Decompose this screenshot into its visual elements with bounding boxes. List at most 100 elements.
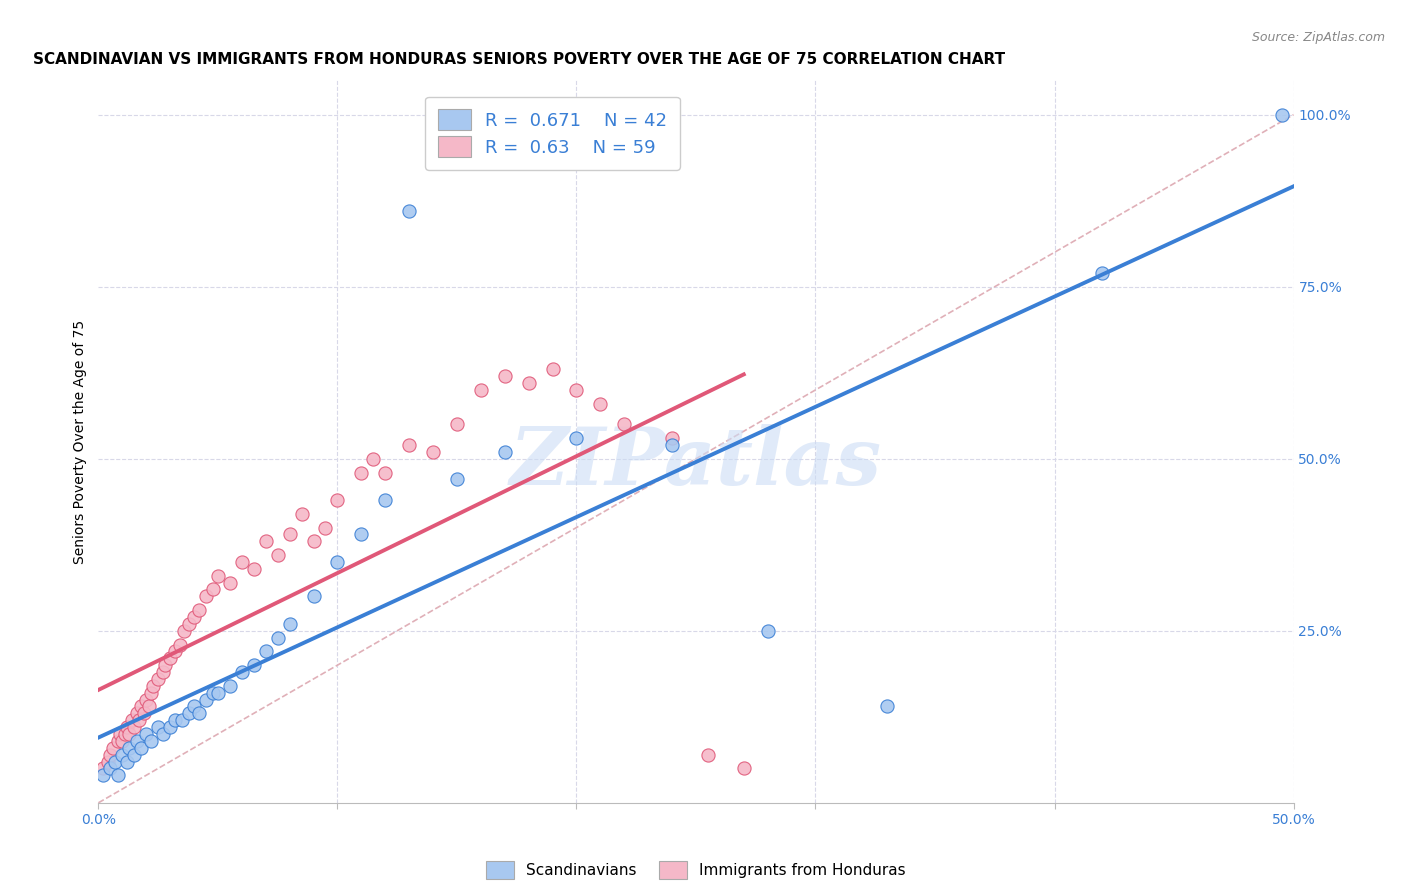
Point <box>876 699 898 714</box>
Point <box>231 665 253 679</box>
Point <box>108 727 131 741</box>
Point <box>183 610 205 624</box>
Point <box>179 616 201 631</box>
Point <box>115 720 138 734</box>
Point <box>118 740 141 755</box>
Point <box>697 747 720 762</box>
Point <box>541 362 564 376</box>
Point <box>195 590 218 604</box>
Point <box>111 747 134 762</box>
Point <box>243 562 266 576</box>
Point <box>135 692 157 706</box>
Point <box>315 520 337 534</box>
Point <box>733 761 755 775</box>
Point <box>125 706 148 721</box>
Text: Source: ZipAtlas.com: Source: ZipAtlas.com <box>1251 31 1385 45</box>
Point <box>470 383 492 397</box>
Point <box>219 679 242 693</box>
Legend: Scandinavians, Immigrants from Honduras: Scandinavians, Immigrants from Honduras <box>478 854 914 887</box>
Point <box>243 658 266 673</box>
Point <box>219 575 242 590</box>
Point <box>254 534 277 549</box>
Point <box>494 369 516 384</box>
Point <box>135 727 157 741</box>
Point <box>661 431 683 445</box>
Y-axis label: Seniors Poverty Over the Age of 75: Seniors Poverty Over the Age of 75 <box>73 319 87 564</box>
Point <box>138 699 160 714</box>
Point <box>148 672 170 686</box>
Point <box>91 768 114 782</box>
Point <box>374 466 396 480</box>
Point <box>278 527 301 541</box>
Point <box>398 204 420 219</box>
Point <box>121 713 143 727</box>
Point <box>278 616 301 631</box>
Point <box>517 376 540 390</box>
Point <box>565 383 588 397</box>
Point <box>114 727 136 741</box>
Text: SCANDINAVIAN VS IMMIGRANTS FROM HONDURAS SENIORS POVERTY OVER THE AGE OF 75 CORR: SCANDINAVIAN VS IMMIGRANTS FROM HONDURAS… <box>32 52 1005 67</box>
Point <box>152 665 174 679</box>
Point <box>131 740 153 755</box>
Point <box>101 740 124 755</box>
Point <box>565 431 588 445</box>
Point <box>661 438 683 452</box>
Point <box>326 493 349 508</box>
Point <box>363 451 385 466</box>
Point <box>1271 108 1294 122</box>
Point <box>202 582 225 597</box>
Point <box>422 445 444 459</box>
Point <box>159 720 181 734</box>
Point <box>494 445 516 459</box>
Point <box>267 631 290 645</box>
Point <box>104 755 127 769</box>
Point <box>124 720 146 734</box>
Point <box>132 706 155 721</box>
Point <box>169 638 191 652</box>
Point <box>179 706 201 721</box>
Point <box>172 713 194 727</box>
Point <box>207 568 229 582</box>
Point <box>398 438 420 452</box>
Text: ZIPatlas: ZIPatlas <box>510 425 882 502</box>
Point <box>302 534 325 549</box>
Point <box>107 768 129 782</box>
Point <box>1091 266 1114 280</box>
Point <box>183 699 205 714</box>
Point <box>195 692 218 706</box>
Point <box>111 734 134 748</box>
Point <box>118 727 141 741</box>
Point <box>291 507 314 521</box>
Point <box>98 761 122 775</box>
Point <box>231 555 253 569</box>
Point <box>756 624 779 638</box>
Point <box>374 493 396 508</box>
Point <box>91 761 114 775</box>
Point <box>163 644 186 658</box>
Point <box>97 755 120 769</box>
Point <box>187 603 209 617</box>
Point <box>202 686 225 700</box>
Point <box>128 713 150 727</box>
Point <box>139 734 162 748</box>
Point <box>326 555 349 569</box>
Point <box>267 548 290 562</box>
Point <box>131 699 153 714</box>
Point <box>115 755 138 769</box>
Point <box>350 466 373 480</box>
Point <box>350 527 373 541</box>
Point <box>142 679 165 693</box>
Point <box>155 658 177 673</box>
Point <box>124 747 146 762</box>
Point <box>613 417 636 432</box>
Point <box>125 734 148 748</box>
Point <box>173 624 195 638</box>
Point <box>152 727 174 741</box>
Point <box>187 706 209 721</box>
Point <box>98 747 122 762</box>
Point <box>207 686 229 700</box>
Point <box>302 590 325 604</box>
Point <box>107 734 129 748</box>
Point <box>589 397 612 411</box>
Point <box>148 720 170 734</box>
